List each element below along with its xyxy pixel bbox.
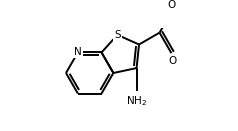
Text: NH$_2$: NH$_2$ <box>126 94 147 108</box>
Text: O: O <box>168 56 176 66</box>
Text: O: O <box>167 0 176 10</box>
Text: N: N <box>74 47 82 58</box>
Text: S: S <box>114 30 121 40</box>
